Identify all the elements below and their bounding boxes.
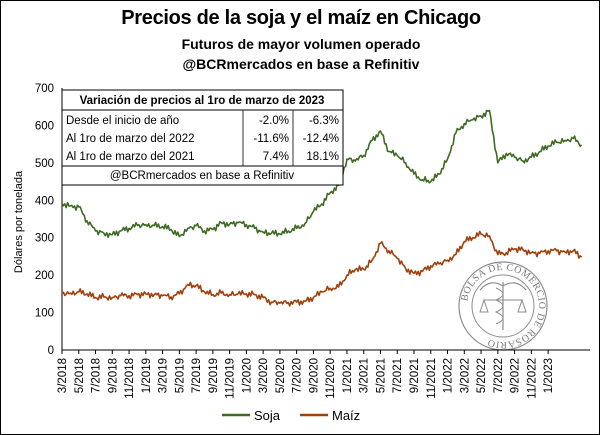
y-tick-label: 500 [35,158,54,170]
table-footer: @BCRmercados en base a Refinitiv [110,170,295,182]
x-tick-label: 7/2018 [91,358,103,393]
chart-source: @BCRmercados en base a Refinitiv [182,56,420,72]
table-background [61,89,344,186]
table-row-1-label: Desde el inicio de año [66,115,179,127]
x-tick-label: 5/2019 [174,358,186,393]
legend-soja-label: Soja [254,408,281,423]
legend: Soja Maíz [222,408,360,423]
table-row-3-label: Al 1ro de marzo del 2021 [66,151,195,163]
x-tick-label: 11/2021 [426,358,438,399]
y-tick-label: 100 [35,308,54,320]
x-tick-label: 3/2018 [57,358,69,393]
x-tick-label: 5/2020 [275,358,287,393]
table-row-3-maiz: 18.1% [306,151,339,163]
x-tick-label: 7/2019 [191,358,203,393]
table-row-1-soja: -2.0% [259,115,289,127]
x-tick-label: 1/2022 [443,358,455,393]
y-tick-label: 600 [35,120,54,132]
x-tick-label: 1/2019 [141,358,153,393]
table-row-2-maiz: -12.4% [303,133,339,145]
x-tick-label: 7/2022 [493,358,505,393]
x-tick-label: 3/2022 [459,358,471,393]
variation-table: Variación de precios al 1ro de marzo de … [61,89,344,186]
series-layer [61,109,583,307]
x-tick-label: 7/2020 [292,358,304,393]
x-tick-label: 11/2022 [526,358,538,399]
seal-scale-pans [479,298,527,313]
x-tick-label: 9/2019 [208,358,220,393]
x-tick-label: 1/2020 [241,358,253,393]
seal-wings [479,282,527,291]
table-row-2-soja: -11.6% [253,133,289,145]
x-tick-label: 9/2022 [510,358,522,393]
x-tick-label: 3/2019 [158,358,170,393]
seal-serpent [494,287,504,325]
table-row-1-maiz: -6.3% [309,115,339,127]
x-tick-label: 7/2021 [392,358,404,393]
x-tick-label: 5/2021 [375,358,387,393]
table-row-2-label: Al 1ro de marzo del 2022 [66,133,195,145]
axes: 0 100 200 300 400 500 600 700 3/2018 5/2018 7/2018… [35,83,590,399]
x-tick-label: 5/2018 [74,358,86,393]
x-tick-label: 1/2021 [342,358,354,393]
x-tick-label: 1/2023 [543,358,555,393]
table-row-3-soja: 7.4% [263,151,289,163]
y-axis-label: Dólares por tonelada [13,170,25,273]
x-tick-label: 9/2021 [409,358,421,393]
x-tick-label: 5/2022 [476,358,488,393]
y-tick-label: 200 [35,270,54,282]
y-tick-label: 0 [48,345,54,357]
y-tick-label: 300 [35,233,54,245]
table-header: Variación de precios al 1ro de marzo de … [80,95,325,107]
x-tick-label: 11/2019 [225,358,237,399]
x-tick-label: 9/2018 [107,358,119,393]
seal-inner-ring [471,274,535,338]
x-tick-label: 9/2020 [308,358,320,393]
bcr-seal-watermark: BOLSA DE COMERCIO DE ROSARIO [458,261,548,351]
chart-title: Precios de la soja y el maíz en Chicago [121,7,481,29]
y-tick-label: 400 [35,195,54,207]
x-tick-label: 3/2020 [258,358,270,393]
x-tick-label: 3/2021 [359,358,371,393]
x-tick-label: 11/2020 [325,358,337,399]
series-line-soja [61,109,583,239]
x-tick-label: 11/2018 [124,358,136,399]
y-tick-label: 700 [35,83,54,95]
chart-subtitle: Futuros de mayor volumen operado [181,36,421,52]
series-line-maiz [61,230,583,307]
legend-maiz-label: Maíz [332,408,360,423]
